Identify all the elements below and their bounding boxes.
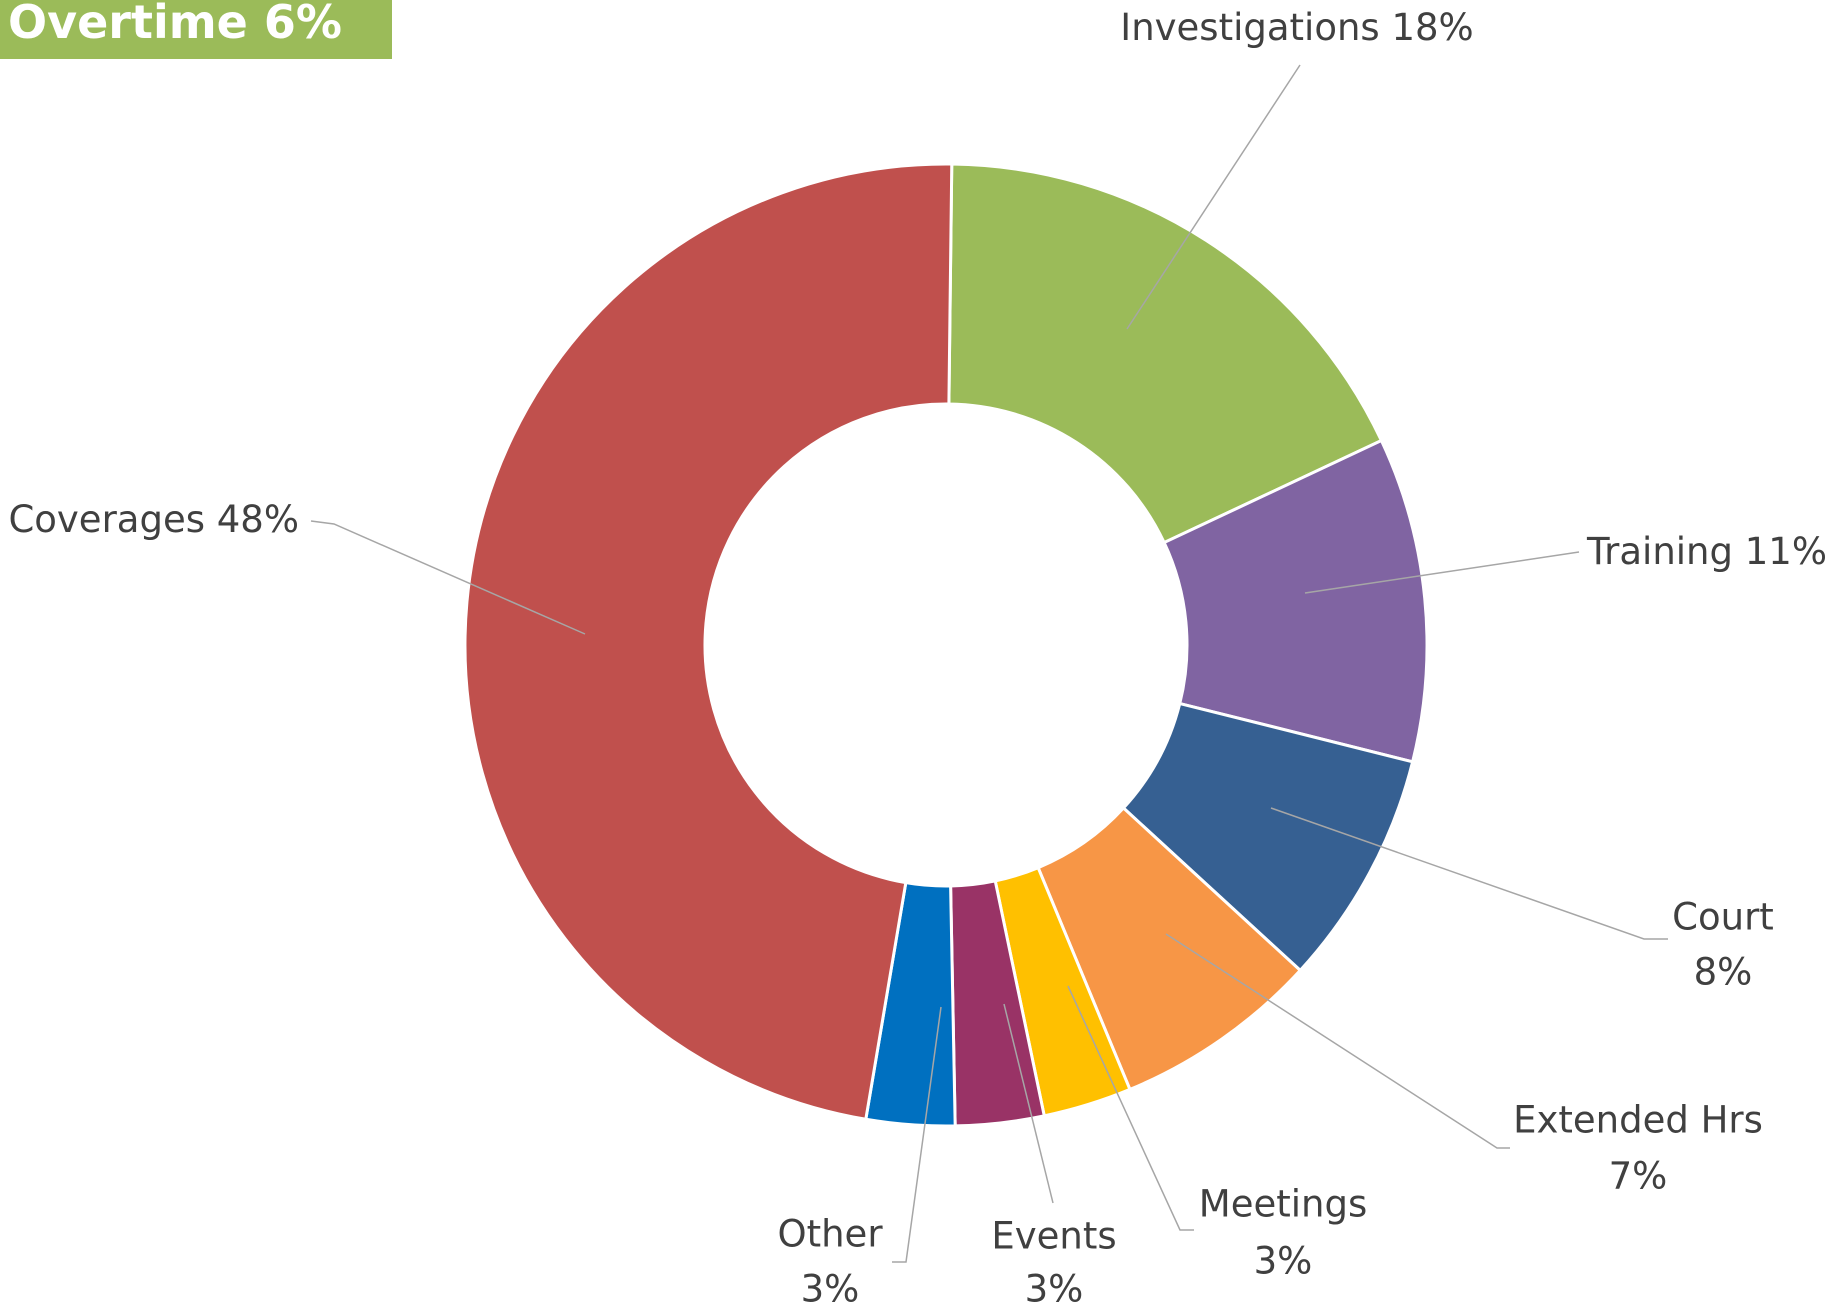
category-label: Training xyxy=(1586,530,1733,573)
leader-line xyxy=(1067,985,1194,1231)
chart-title: Overtime 6% xyxy=(8,0,342,49)
category-label: Extended Hrs xyxy=(1513,1099,1763,1142)
value-label: 48% xyxy=(217,498,299,541)
value-label: 3% xyxy=(801,1268,860,1311)
category-label: Meetings xyxy=(1199,1183,1367,1226)
value-label: 11% xyxy=(1745,530,1827,573)
leader-line xyxy=(892,1006,942,1263)
value-label: 3% xyxy=(1254,1240,1313,1283)
category-label: Investigations xyxy=(1120,6,1379,49)
value-label: 8% xyxy=(1694,951,1753,994)
category-label: Court xyxy=(1672,896,1774,939)
category-label: Coverages xyxy=(8,498,205,541)
data-label: Training 11% xyxy=(1586,530,1827,573)
category-label: Events xyxy=(991,1215,1116,1258)
leader-line xyxy=(1003,1003,1054,1204)
leader-line xyxy=(310,520,586,635)
value-label: 7% xyxy=(1609,1155,1668,1198)
data-label: Investigations 18% xyxy=(1120,6,1473,49)
leader-line xyxy=(1270,807,1668,940)
category-label: Other xyxy=(777,1213,883,1256)
donut-segment xyxy=(463,162,954,1122)
leader-line xyxy=(1165,933,1510,1149)
value-label: 18% xyxy=(1391,6,1473,49)
leader-line xyxy=(1304,551,1580,594)
title-box xyxy=(0,0,392,59)
donut-segment xyxy=(1162,438,1429,764)
donut-segment xyxy=(947,162,1384,545)
value-label: 3% xyxy=(1025,1268,1084,1311)
data-label: Coverages 48% xyxy=(8,498,299,541)
leader-line xyxy=(1126,64,1301,330)
